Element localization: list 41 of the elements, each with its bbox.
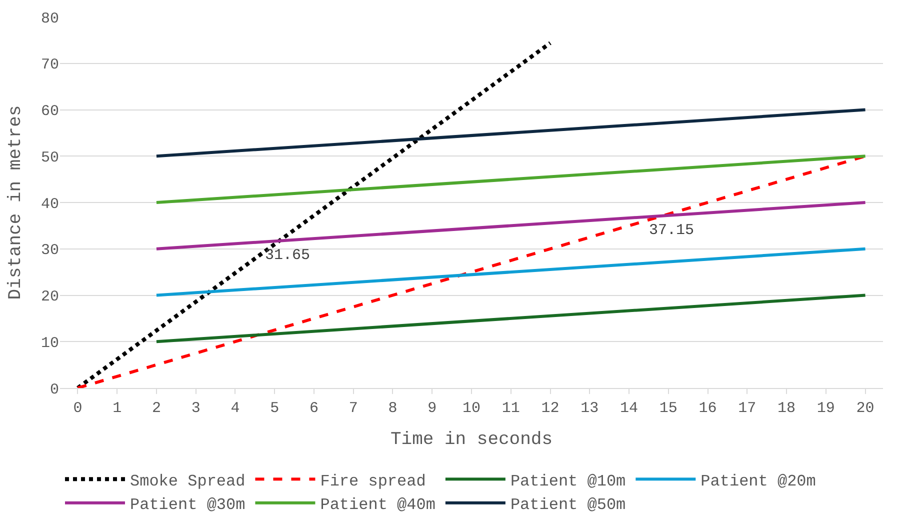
x-tick-label: 19	[816, 400, 835, 417]
y-tick-label: 80	[40, 10, 59, 28]
y-tick-label: 20	[40, 288, 59, 306]
x-tick-label: 17	[738, 400, 756, 417]
legend-label: Patient @40m	[320, 496, 436, 514]
y-tick-label: 70	[40, 56, 59, 74]
x-tick-label: 13	[580, 400, 599, 417]
x-tick-label: 20	[856, 400, 874, 417]
x-tick-label: 8	[388, 400, 398, 417]
x-tick-label: 4	[230, 400, 240, 417]
legend-label: Patient @10m	[510, 472, 626, 490]
x-tick-label: 10	[462, 400, 481, 417]
x-tick-label: 6	[309, 400, 318, 417]
y-axis-title: Distance in metres	[6, 105, 26, 300]
annotation: 31.65	[265, 247, 310, 264]
x-tick-label: 14	[620, 400, 638, 417]
y-tick-label: 50	[40, 149, 59, 166]
legend-label: Patient @20m	[700, 472, 816, 490]
legend-label: Fire spread	[320, 472, 426, 490]
x-tick-label: 3	[191, 400, 200, 417]
x-tick-label: 12	[541, 400, 560, 417]
x-tick-label: 15	[659, 400, 678, 417]
legend-label: Patient @30m	[130, 496, 246, 514]
legend-label: Smoke Spread	[130, 472, 246, 490]
x-tick-label: 2	[152, 400, 161, 417]
x-tick-label: 16	[698, 400, 717, 417]
x-tick-label: 1	[112, 400, 122, 417]
y-tick-label: 10	[40, 334, 59, 352]
legend-label: Patient @50m	[510, 496, 626, 514]
x-tick-label: 9	[428, 400, 437, 417]
y-tick-label: 0	[50, 381, 59, 398]
x-tick-label: 11	[502, 400, 520, 417]
annotation: 37.15	[649, 222, 694, 239]
x-tick-label: 7	[348, 400, 358, 417]
x-tick-label: 18	[778, 400, 796, 417]
x-tick-label: 5	[270, 400, 280, 417]
y-tick-label: 40	[40, 196, 59, 213]
y-tick-label: 30	[40, 242, 59, 260]
x-tick-label: 0	[73, 400, 82, 417]
y-tick-label: 60	[40, 103, 59, 120]
x-axis-title: Time in seconds	[390, 430, 553, 450]
